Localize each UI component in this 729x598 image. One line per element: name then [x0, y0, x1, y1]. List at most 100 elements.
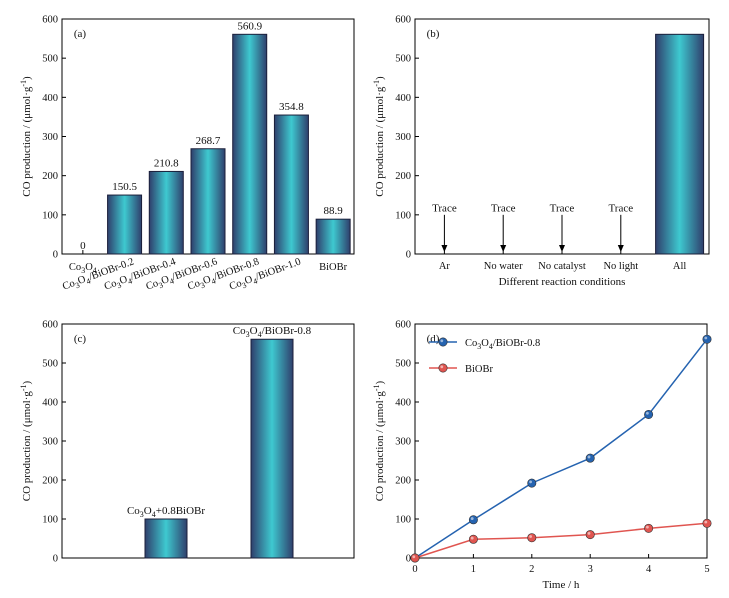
data-point — [702, 518, 712, 528]
x-tick-label: No catalyst — [538, 261, 586, 272]
y-axis-label: CO production / (μmol·g-1) — [372, 380, 386, 501]
panel-label: (b) — [427, 28, 440, 40]
x-tick-label: 1 — [471, 564, 476, 575]
y-axis-label: CO production / (μmol·g-1) — [19, 380, 33, 501]
data-label: 560.9 — [237, 20, 262, 32]
y-tick-label: 400 — [42, 93, 58, 104]
x-tick-label: 4 — [646, 564, 652, 575]
y-tick-label: 300 — [42, 437, 58, 448]
x-tick-label: Ar — [439, 261, 451, 272]
y-tick-label: 500 — [42, 359, 58, 370]
x-tick-label: All — [673, 261, 687, 272]
y-tick-label: 200 — [395, 171, 411, 182]
y-tick-label: 400 — [395, 398, 411, 409]
bar — [655, 33, 705, 255]
panel-label: (c) — [74, 333, 87, 345]
y-tick-label: 300 — [395, 437, 411, 448]
y-tick-label: 300 — [395, 132, 411, 143]
bar — [190, 148, 226, 255]
data-point — [468, 534, 478, 544]
y-tick-label: 400 — [42, 398, 58, 409]
bar — [232, 33, 268, 255]
panel-label: (d) — [427, 333, 440, 345]
data-point-highlight — [470, 536, 474, 540]
x-tick-label: Co3O4 — [69, 262, 97, 275]
series-line — [414, 338, 708, 559]
y-tick-label: 0 — [53, 250, 58, 261]
panel-a: 0100200300400500600(a)0Co3O4150.5Co3O4/B… — [42, 15, 355, 293]
data-label: 0 — [80, 240, 86, 252]
trace-arrow-head — [500, 245, 507, 252]
bar — [107, 194, 143, 255]
x-tick-label: 0 — [412, 564, 417, 575]
y-tick-label: 100 — [42, 210, 58, 221]
y-tick-label: 600 — [42, 320, 58, 331]
y-tick-label: 100 — [395, 210, 411, 221]
data-point-highlight — [412, 555, 416, 559]
series-line — [414, 522, 708, 559]
y-axis-label: CO production / (μmol·g-1) — [19, 76, 33, 197]
data-point-highlight — [440, 339, 444, 343]
data-point-highlight — [470, 517, 474, 520]
data-point — [527, 478, 537, 488]
y-tick-label: 500 — [395, 54, 411, 65]
y-axis-label: CO production / (μmol·g-1) — [372, 76, 386, 197]
series-0: Co3O4/BiOBr-0.8 — [410, 334, 712, 563]
data-point — [438, 337, 448, 347]
data-point-highlight — [587, 455, 591, 459]
y-tick-label: 500 — [42, 54, 58, 65]
data-point-highlight — [529, 480, 532, 484]
y-tick-label: 0 — [406, 554, 411, 565]
trace-arrow-head — [441, 245, 448, 252]
bar — [273, 114, 309, 255]
trace-arrow-head — [617, 245, 624, 252]
data-point — [468, 515, 478, 525]
plot-frame — [61, 323, 355, 559]
y-tick-label: 0 — [53, 554, 58, 565]
bar-label: Co3O4+0.8BiOBr — [127, 505, 205, 519]
y-tick-label: 0 — [406, 250, 411, 261]
x-tick-label: 5 — [704, 564, 709, 575]
data-point — [527, 533, 537, 543]
data-point-highlight — [704, 336, 708, 340]
y-tick-label: 200 — [395, 476, 411, 487]
bar-label: Co3O4/BiOBr-0.8 — [233, 325, 312, 339]
bar — [315, 218, 351, 255]
panel-label: (a) — [74, 28, 87, 40]
legend-label: BiOBr — [465, 364, 494, 375]
y-tick-label: 200 — [42, 476, 58, 487]
series-1: BiOBr — [410, 363, 712, 563]
y-tick-label: 600 — [42, 15, 58, 26]
panel-c: 0 100 200 300 400 500 600 (c) Co3O4+0.8BiOBr Co3O… — [42, 320, 355, 565]
legend-label: Co3O4/BiOBr-0.8 — [465, 338, 540, 351]
data-label: 88.9 — [324, 205, 344, 217]
x-tick-label: No water — [484, 261, 523, 272]
bar — [148, 170, 184, 255]
x-tick-label: 2 — [529, 564, 534, 575]
plot-frame — [414, 323, 708, 559]
y-tick-label: 600 — [395, 15, 411, 26]
x-tick-label: No light — [603, 261, 638, 272]
data-label: 210.8 — [154, 157, 179, 169]
data-point — [585, 530, 595, 540]
x-axis-label: Different reaction conditions — [499, 276, 626, 288]
data-point — [644, 409, 654, 419]
x-tick-label: BiOBr — [319, 262, 348, 273]
data-label: 268.7 — [196, 135, 221, 147]
data-point-highlight — [440, 365, 444, 369]
bar — [144, 518, 188, 559]
trace-annotation: Trace — [550, 203, 575, 215]
data-point — [438, 363, 448, 373]
trace-arrow-head — [559, 245, 565, 252]
y-tick-label: 400 — [395, 93, 411, 104]
bar — [250, 338, 294, 559]
data-point-highlight — [704, 520, 708, 524]
trace-annotation: Trace — [432, 203, 457, 215]
x-axis-label: Time / h — [543, 579, 580, 591]
trace-annotation: Trace — [608, 203, 633, 215]
data-point — [644, 523, 654, 533]
data-point-highlight — [646, 525, 649, 529]
x-tick-label: 3 — [588, 564, 593, 575]
panel-b: 0 100 200 300 400 500 600 (b) Ar Trace No water Tra… — [395, 15, 710, 288]
